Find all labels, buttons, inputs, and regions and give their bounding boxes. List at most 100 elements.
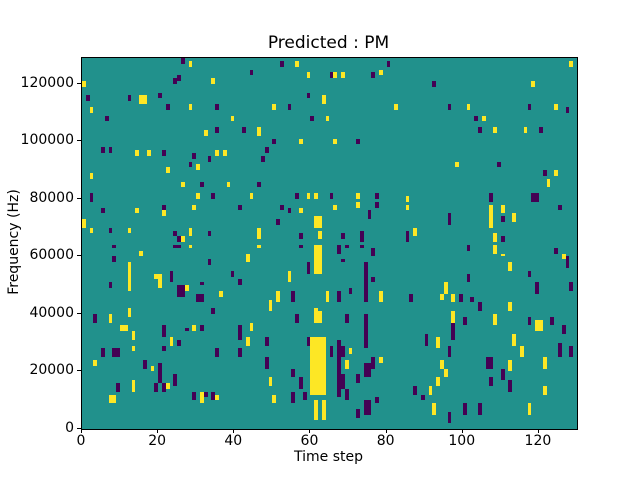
heatmap-cell bbox=[451, 322, 456, 340]
heatmap-cell bbox=[264, 336, 269, 346]
heatmap-cell bbox=[523, 127, 528, 133]
heatmap-cell bbox=[314, 400, 319, 421]
heatmap-cell bbox=[565, 256, 570, 268]
heatmap-cell bbox=[375, 397, 379, 404]
heatmap-cell bbox=[135, 207, 140, 214]
heatmap-cell bbox=[436, 336, 440, 349]
heatmap-cell bbox=[379, 69, 383, 76]
heatmap-cell bbox=[478, 302, 482, 312]
heatmap-cell bbox=[329, 72, 334, 79]
y-tick-label: 60000 bbox=[29, 247, 74, 264]
heatmap-cell bbox=[531, 193, 539, 202]
heatmap-cell bbox=[371, 276, 376, 283]
heatmap-cell bbox=[299, 244, 303, 248]
heatmap-cell bbox=[139, 95, 147, 105]
heatmap-cell bbox=[379, 290, 383, 303]
heatmap-cell bbox=[333, 204, 338, 211]
heatmap-cell bbox=[245, 336, 250, 346]
heatmap-cell bbox=[154, 273, 159, 280]
heatmap-cell bbox=[215, 127, 220, 133]
heatmap-cell bbox=[192, 204, 197, 211]
heatmap-cell bbox=[200, 282, 204, 286]
heatmap-cell bbox=[344, 359, 349, 369]
heatmap-cell bbox=[181, 236, 185, 243]
heatmap-cell bbox=[527, 270, 532, 277]
heatmap-cell bbox=[333, 138, 338, 145]
heatmap-cell bbox=[485, 357, 494, 369]
heatmap-cell bbox=[306, 72, 311, 79]
heatmap-cell bbox=[123, 325, 128, 332]
heatmap-cell bbox=[557, 342, 562, 358]
heatmap-cell bbox=[177, 244, 181, 248]
heatmap-cell bbox=[173, 244, 178, 248]
heatmap-cell bbox=[432, 403, 437, 415]
y-tick-label: 20000 bbox=[29, 362, 74, 379]
heatmap-cell bbox=[508, 380, 513, 392]
heatmap-cell bbox=[215, 394, 220, 401]
heatmap-cell bbox=[207, 230, 212, 237]
heatmap-cell bbox=[386, 60, 391, 67]
heatmap-cell bbox=[291, 391, 296, 404]
heatmap-cell bbox=[238, 325, 242, 340]
heatmap-cell bbox=[306, 92, 311, 99]
heatmap-cell bbox=[375, 201, 379, 208]
heatmap-cell bbox=[127, 308, 132, 317]
heatmap-cell bbox=[268, 299, 273, 312]
y-tick-mark bbox=[77, 312, 81, 314]
heatmap-cell bbox=[127, 95, 132, 102]
heatmap-cell bbox=[280, 60, 284, 67]
heatmap-cell bbox=[131, 345, 136, 352]
heatmap-cell bbox=[569, 282, 574, 291]
heatmap-cell bbox=[158, 273, 162, 289]
x-tick-mark bbox=[233, 429, 235, 433]
heatmap-cell bbox=[112, 256, 117, 263]
x-tick-label: 20 bbox=[148, 433, 167, 449]
heatmap-cell bbox=[443, 368, 448, 378]
heatmap-cell bbox=[257, 181, 261, 188]
heatmap-cell bbox=[207, 155, 212, 162]
heatmap-cell bbox=[108, 313, 113, 323]
heatmap-cell bbox=[314, 216, 322, 228]
heatmap-cell bbox=[238, 348, 242, 358]
heatmap-cell bbox=[420, 394, 425, 401]
heatmap-cell bbox=[409, 293, 414, 303]
heatmap-cell bbox=[211, 193, 216, 199]
heatmap-cell bbox=[462, 316, 467, 326]
heatmap-cell bbox=[455, 161, 459, 168]
heatmap-cell bbox=[337, 339, 341, 398]
heatmap-cell bbox=[340, 72, 345, 79]
heatmap-cell bbox=[340, 233, 345, 240]
heatmap-cell bbox=[493, 233, 498, 243]
heatmap-cell bbox=[295, 313, 300, 323]
y-tick-mark bbox=[77, 255, 81, 257]
heatmap-cell bbox=[299, 138, 303, 145]
heatmap-cell bbox=[344, 244, 349, 248]
heatmap-cell bbox=[287, 207, 292, 214]
y-tick-label: 40000 bbox=[29, 304, 74, 321]
heatmap-cell bbox=[299, 233, 303, 240]
heatmap-cell bbox=[249, 322, 254, 332]
heatmap-cell bbox=[500, 368, 505, 381]
heatmap-cell bbox=[222, 150, 227, 156]
heatmap-cell bbox=[314, 308, 319, 320]
heatmap-cell bbox=[363, 362, 372, 378]
y-tick-mark bbox=[77, 370, 81, 372]
heatmap-cell bbox=[192, 391, 197, 401]
heatmap-cell bbox=[184, 328, 189, 332]
heatmap-cell bbox=[340, 259, 345, 263]
heatmap-cell bbox=[257, 244, 261, 248]
heatmap-cell bbox=[177, 236, 181, 243]
heatmap-cell bbox=[348, 288, 353, 294]
heatmap-cell bbox=[127, 227, 132, 234]
heatmap-cell bbox=[272, 104, 277, 110]
heatmap-cell bbox=[184, 285, 189, 291]
heatmap-cell bbox=[344, 388, 349, 401]
heatmap-cell bbox=[131, 331, 136, 340]
heatmap-cell bbox=[363, 262, 368, 303]
heatmap-cell bbox=[550, 316, 555, 326]
heatmap-cell bbox=[447, 345, 452, 358]
heatmap-cell bbox=[161, 345, 166, 352]
heatmap-cell bbox=[325, 290, 330, 303]
heatmap-cell bbox=[104, 115, 109, 122]
